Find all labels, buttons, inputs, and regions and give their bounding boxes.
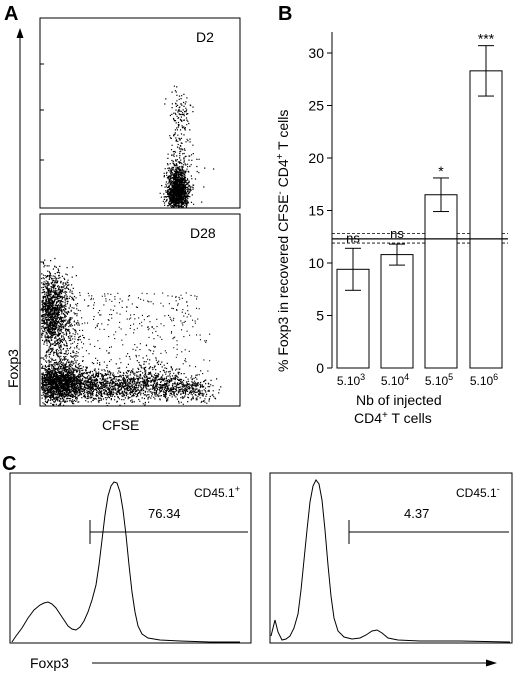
panel-a-ylabel: Foxp3 <box>5 349 21 388</box>
panel-c-arrow-head <box>486 659 497 667</box>
significance-label: * <box>438 163 444 179</box>
dotplot-d28-events <box>41 257 222 407</box>
gate-cd45-1-neg <box>348 520 509 544</box>
foxp3-arrow-head <box>16 28 24 38</box>
dotplot-ticks <box>40 63 44 359</box>
histogram-cd45-1-pos-frame <box>9 472 252 644</box>
significance-label: *** <box>478 31 495 47</box>
dotplot-d28-label: D28 <box>190 225 216 241</box>
dot-scatter <box>81 330 211 376</box>
dot-cloud <box>166 112 194 181</box>
dot-cloud <box>41 362 141 405</box>
gate-value-pos: 76.34 <box>148 506 181 521</box>
histogram-cd45-1-neg-frame <box>269 472 513 644</box>
bar-chart-xlabel-line2: CD4+ T cells <box>354 410 432 426</box>
significance-label: ns <box>390 226 404 241</box>
x-tick-label: 5.106 <box>470 372 498 388</box>
gate-value-neg: 4.37 <box>404 506 429 521</box>
y-tick-label: 20 <box>308 150 324 166</box>
histogram-cd45-1-neg-curve <box>270 479 511 643</box>
bar <box>424 194 458 369</box>
y-tick-label: 30 <box>308 45 324 61</box>
dot-cloud <box>170 370 222 405</box>
dot-cloud <box>85 367 176 407</box>
panel-c-xlabel: Foxp3 <box>30 655 69 671</box>
panel-label-b: B <box>278 3 292 25</box>
dot-scatter <box>45 320 81 371</box>
bar <box>469 70 503 369</box>
dot-cloud <box>118 349 191 400</box>
y-tick-label: 10 <box>308 255 324 271</box>
bar-chart-xlabel-line1: Nb of injected <box>356 392 442 408</box>
panel-label-a: A <box>4 3 18 25</box>
dotplot-d2-events <box>159 85 215 209</box>
dot-cloud <box>129 371 205 402</box>
bar <box>380 254 414 369</box>
y-tick-label: 0 <box>316 360 324 376</box>
significance-label: ns <box>346 230 360 245</box>
gate-cd45-1-pos <box>89 520 248 544</box>
dot-scatter <box>71 292 200 331</box>
histogram-label-pos: CD45.1+ <box>194 484 240 500</box>
y-tick-label: 5 <box>316 308 324 324</box>
x-tick-label: 5.103 <box>337 372 365 388</box>
x-tick-label: 5.105 <box>425 372 453 388</box>
dot-cloud <box>41 257 86 371</box>
histogram-label-neg: CD45.1- <box>456 484 500 500</box>
panel-label-c: C <box>2 453 16 475</box>
dotplot-d2-frame <box>39 17 241 209</box>
dot-cloud <box>164 85 194 157</box>
panel-a-xlabel: CFSE <box>102 417 139 433</box>
histogram-cd45-1-pos-curve <box>11 481 240 643</box>
dotplot-d2-label: D2 <box>196 29 214 45</box>
bar-chart-ylabel: % Foxp3 in recovered CFSE- CD4+ T cells <box>275 110 291 372</box>
dot-cloud <box>41 344 99 406</box>
y-tick-label: 15 <box>308 203 324 219</box>
bar-chart: 0 5 10 15 20 25 30 ns 5.103 ns 5.104 * 5.105 *** 5.106 <box>308 31 508 388</box>
x-tick-label: 5.104 <box>381 372 409 388</box>
y-tick-label: 25 <box>308 98 324 114</box>
